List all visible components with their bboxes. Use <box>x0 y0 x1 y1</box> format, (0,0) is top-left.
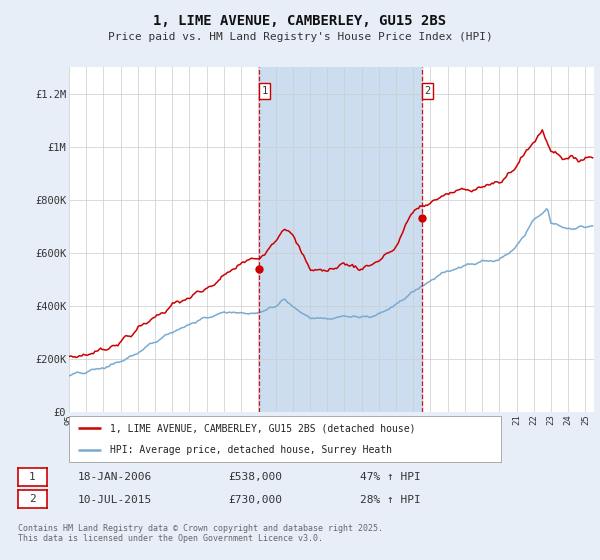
Text: 1: 1 <box>29 472 36 482</box>
Text: £538,000: £538,000 <box>228 472 282 482</box>
Text: 28% ↑ HPI: 28% ↑ HPI <box>360 494 421 505</box>
Text: 10-JUL-2015: 10-JUL-2015 <box>78 494 152 505</box>
Text: 1, LIME AVENUE, CAMBERLEY, GU15 2BS: 1, LIME AVENUE, CAMBERLEY, GU15 2BS <box>154 14 446 28</box>
Text: 1, LIME AVENUE, CAMBERLEY, GU15 2BS (detached house): 1, LIME AVENUE, CAMBERLEY, GU15 2BS (det… <box>110 423 416 433</box>
Text: HPI: Average price, detached house, Surrey Heath: HPI: Average price, detached house, Surr… <box>110 445 392 455</box>
Text: £730,000: £730,000 <box>228 494 282 505</box>
Bar <box>259 67 422 412</box>
Text: 47% ↑ HPI: 47% ↑ HPI <box>360 472 421 482</box>
Text: Price paid vs. HM Land Registry's House Price Index (HPI): Price paid vs. HM Land Registry's House … <box>107 32 493 43</box>
Text: 18-JAN-2006: 18-JAN-2006 <box>78 472 152 482</box>
Text: 2: 2 <box>424 86 431 96</box>
Text: 1: 1 <box>261 86 268 96</box>
Text: 2: 2 <box>29 494 36 504</box>
Text: Contains HM Land Registry data © Crown copyright and database right 2025.
This d: Contains HM Land Registry data © Crown c… <box>18 524 383 543</box>
